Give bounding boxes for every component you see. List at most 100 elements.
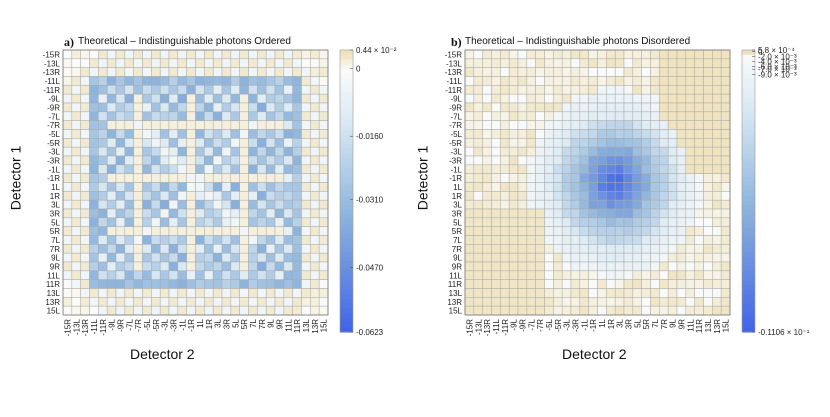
colorbar-segment (340, 252, 353, 258)
heatmap-cell (274, 111, 285, 121)
heatmap-cell (98, 297, 108, 307)
heatmap-cell (221, 111, 232, 121)
heatmap-cell (694, 111, 704, 121)
heatmap-cell (151, 85, 161, 95)
colorbar-segment (742, 191, 755, 197)
heatmap-cell (257, 146, 267, 157)
heatmap-cell (168, 146, 179, 157)
heatmap-cell (553, 138, 563, 148)
heatmap-cell (544, 191, 554, 201)
heatmap-cell (544, 49, 554, 60)
heatmap-cell (89, 217, 99, 227)
colorbar-segment (742, 322, 755, 328)
heatmap-cell (526, 199, 536, 210)
heatmap-cell (80, 85, 90, 95)
heatmap-frame (62, 49, 329, 316)
heatmap-cell (301, 244, 311, 254)
heatmap-cell (473, 297, 483, 307)
heatmap-cell (579, 138, 589, 148)
heatmap-cell (500, 164, 510, 174)
heatmap-cell (561, 199, 572, 210)
y-tick-label: -11R (43, 86, 60, 95)
heatmap-cell (257, 191, 267, 201)
heatmap-cell (159, 76, 170, 86)
heatmap-cell (606, 155, 616, 166)
colorbar-segment (340, 313, 353, 319)
heatmap-cell (676, 297, 687, 307)
heatmap-cell (133, 111, 143, 121)
heatmap-cell (473, 111, 483, 121)
heatmap-cell (712, 173, 722, 183)
heatmap-cell (257, 93, 267, 104)
heatmap-cell (177, 120, 187, 130)
colorbar-segment (340, 261, 353, 267)
heatmap-cell (283, 173, 293, 183)
heatmap-cell (535, 76, 545, 86)
heatmap-cell (659, 146, 669, 157)
y-tick-label: 13R (447, 298, 462, 307)
heatmap-cell (650, 226, 660, 236)
heatmap-cell (694, 235, 704, 245)
heatmap-cell (265, 76, 276, 86)
x-axis-title-b: Detector 2 (562, 346, 627, 362)
heatmap-cell (712, 129, 722, 139)
heatmap-cell (62, 217, 73, 227)
heatmap-cell (230, 261, 240, 272)
heatmap-cell (473, 199, 483, 210)
heatmap-cell (561, 235, 572, 245)
heatmap-cell (570, 199, 581, 210)
heatmap-cell (159, 270, 170, 280)
colorbar-segment (340, 266, 353, 272)
heatmap-cell (274, 252, 285, 263)
heatmap-cell (265, 129, 276, 139)
heatmap-cell (667, 155, 678, 166)
heatmap-cell (720, 297, 731, 307)
y-tick-label: -13L (44, 59, 61, 68)
heatmap-cell (318, 138, 329, 148)
heatmap-cell (62, 270, 73, 280)
heatmap-cell (71, 58, 81, 68)
heatmap-cell (89, 49, 99, 60)
heatmap-cell (526, 85, 536, 95)
heatmap-cell (221, 155, 232, 166)
heatmap-cell (553, 173, 563, 183)
heatmap-cell (133, 288, 143, 298)
heatmap-cell (473, 182, 483, 192)
heatmap-cell (606, 58, 616, 68)
heatmap-cell (204, 288, 214, 298)
heatmap-cell (650, 252, 660, 263)
heatmap-cell (177, 297, 187, 307)
y-tick-label: -1R (47, 174, 60, 183)
heatmap-cell (133, 297, 143, 307)
heatmap-cell (676, 235, 687, 245)
heatmap-cell (239, 199, 249, 210)
heatmap-cell (667, 120, 678, 130)
heatmap-cell (588, 279, 598, 289)
heatmap-cell (195, 297, 205, 307)
heatmap-cell (712, 199, 722, 210)
heatmap-cell (632, 58, 642, 68)
heatmap-cell (62, 182, 73, 192)
heatmap-cell (676, 226, 687, 236)
heatmap-cell (159, 252, 170, 263)
colorbar-segment (340, 191, 353, 197)
heatmap-cell (526, 288, 536, 298)
x-tick-label: 9R (677, 319, 686, 329)
heatmap-cell (62, 279, 73, 289)
heatmap-cell (570, 235, 581, 245)
heatmap-cell (606, 76, 616, 86)
heatmap-cell (177, 279, 187, 289)
heatmap-cell (491, 208, 501, 219)
colorbar-segment (742, 64, 755, 70)
heatmap-cell (159, 226, 170, 236)
colorbar-segment (340, 322, 353, 328)
heatmap-cell (133, 226, 143, 236)
heatmap-cell (80, 49, 90, 60)
colorbar-segment (340, 167, 353, 173)
colorbar-segment (340, 144, 353, 150)
colorbar-segment (742, 115, 755, 122)
heatmap-cell (115, 226, 126, 236)
heatmap-cell (159, 244, 170, 254)
heatmap-cell (221, 305, 232, 316)
heatmap-cell (561, 49, 572, 60)
